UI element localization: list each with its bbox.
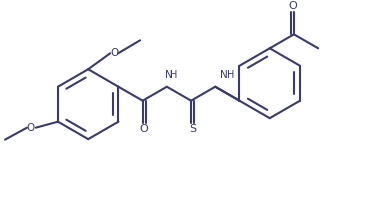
Text: N: N <box>165 70 173 80</box>
Text: N: N <box>220 70 228 80</box>
Text: O: O <box>140 124 149 134</box>
Text: S: S <box>189 124 196 134</box>
Text: O: O <box>27 123 35 133</box>
Text: O: O <box>288 1 297 11</box>
Text: H: H <box>170 70 178 80</box>
Text: O: O <box>110 48 118 58</box>
Text: H: H <box>227 70 235 80</box>
